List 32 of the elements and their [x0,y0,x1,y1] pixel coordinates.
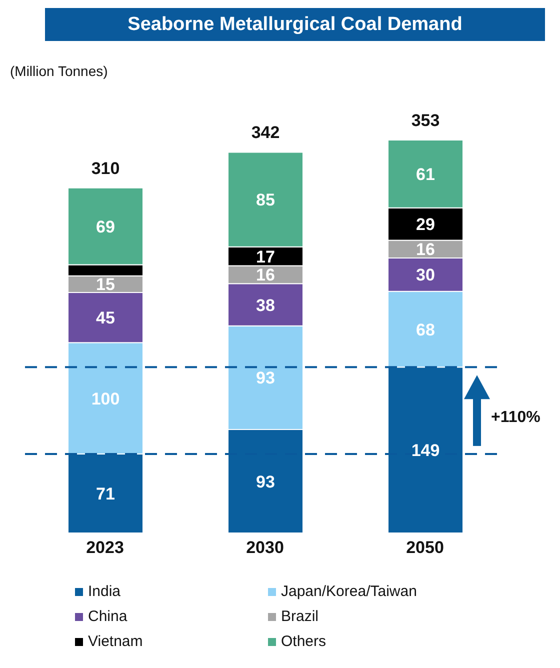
data-label: 100 [91,389,120,408]
total-label: 310 [91,158,120,178]
legend-label: Brazil [281,608,319,625]
data-label: 93 [256,472,275,492]
data-label: 29 [416,215,435,234]
chart-subtitle: (Million Tonnes) [10,63,109,81]
chart-title: Seaborne Metallurgical Coal Demand [45,8,545,41]
legend-label: Japan/Korea/Taiwan [281,583,417,600]
data-label: 16 [416,240,435,260]
x-tick-label: 2023 [86,538,124,558]
legend-label: India [88,583,121,600]
legend-label: China [88,608,128,625]
data-label: 149 [411,441,440,460]
legend-label: Vietnam [88,633,143,650]
data-label: 38 [256,296,275,315]
legend-label: Others [281,633,326,650]
total-label: 342 [251,123,280,142]
data-label: 93 [256,368,275,388]
data-label: 69 [96,217,115,236]
x-tick-label: 2030 [246,538,284,558]
x-tick-label: 2050 [406,538,444,558]
data-label: 45 [96,308,115,328]
data-label: 68 [416,320,435,340]
data-label: 16 [256,266,275,285]
data-label: 71 [96,484,115,504]
data-label: 17 [256,247,275,266]
total-label: 353 [411,111,440,130]
annotation: +110% [491,408,540,427]
data-label: 30 [416,266,435,285]
data-label: 15 [96,275,115,294]
data-label: 61 [416,164,435,184]
data-label: 85 [256,190,275,210]
